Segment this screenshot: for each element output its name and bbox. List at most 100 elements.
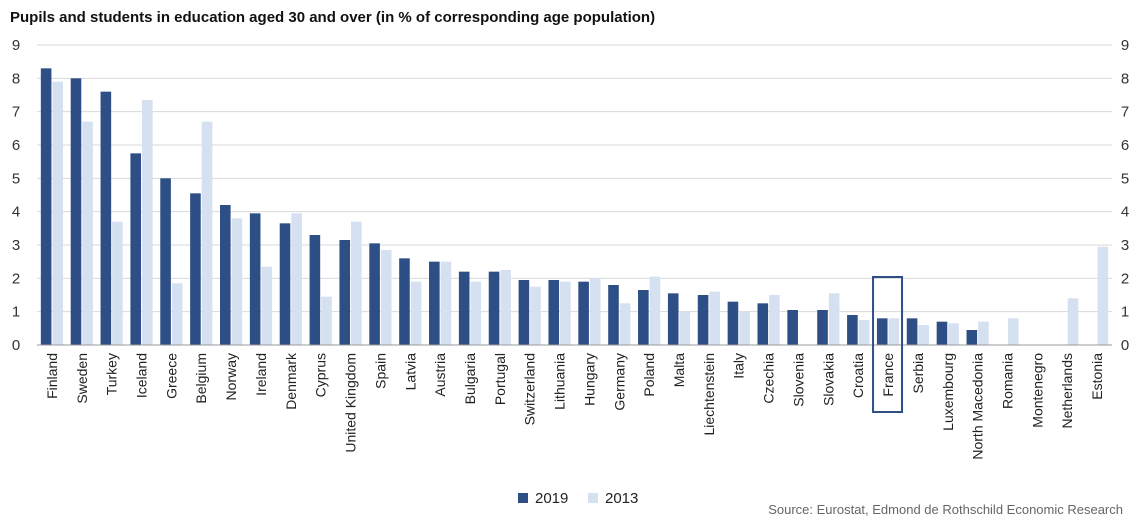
bar-2019-spain (369, 243, 380, 345)
bar-2019-denmark (279, 223, 291, 345)
bar-2019-liechtenstein (697, 295, 709, 345)
y-tick-label-right: 8 (1121, 70, 1129, 87)
x-tick-label: Cyprus (313, 353, 329, 397)
bar-2013-croatia (858, 320, 870, 345)
x-tick-label: Hungary (581, 353, 597, 406)
x-tick-label: Switzerland (522, 353, 538, 425)
y-tick-label-right: 5 (1121, 170, 1129, 187)
bar-2019-switzerland (518, 280, 530, 345)
bar-2013-north-macedonia (978, 321, 989, 345)
y-tick-label-right: 6 (1121, 137, 1129, 154)
bar-2019-belgium (190, 193, 201, 345)
bar-2019-portugal (488, 271, 500, 345)
bar-2013-ireland (261, 266, 273, 345)
x-tick-label: Estonia (1089, 353, 1105, 400)
bar-2013-turkey (112, 221, 123, 345)
x-tick-label: Poland (641, 353, 657, 397)
bars (40, 68, 1109, 346)
bar-2013-denmark (291, 213, 302, 345)
gridlines (37, 44, 1112, 313)
legend-label-2019: 2019 (535, 490, 568, 507)
x-tick-label: Finland (44, 353, 60, 399)
x-tick-label: Luxembourg (940, 353, 956, 431)
bar-2019-united-kingdom (339, 240, 351, 345)
x-tick-label: Slovakia (820, 353, 836, 406)
x-tick-label: Italy (731, 353, 747, 379)
y-tick-label-right: 4 (1121, 204, 1129, 221)
bar-2013-luxembourg (948, 323, 959, 345)
bar-2013-switzerland (530, 286, 541, 345)
x-tick-label: Liechtenstein (701, 353, 717, 436)
bar-2019-slovenia (787, 310, 798, 345)
y-tick-label-left: 3 (12, 237, 20, 254)
bar-2013-malta (679, 311, 691, 345)
y-tick-label-left: 6 (12, 137, 20, 154)
bar-2019-north-macedonia (966, 330, 978, 345)
bar-2019-finland (40, 68, 52, 345)
bar-2019-greece (160, 178, 171, 345)
x-tick-label: Slovenia (790, 353, 806, 407)
bar-2019-austria (429, 261, 440, 345)
x-tick-label: Netherlands (1059, 353, 1075, 429)
x-tick-label: Norway (223, 353, 239, 400)
bar-2019-bulgaria (458, 271, 470, 345)
y-tick-label-left: 0 (12, 337, 20, 354)
x-tick-label: France (880, 353, 896, 397)
x-tick-label: Spain (372, 353, 388, 389)
bar-2013-cyprus (321, 296, 332, 345)
bar-2013-austria (440, 261, 452, 345)
x-tick-label: Malta (671, 353, 687, 387)
x-tick-label: Serbia (910, 353, 926, 394)
legend: 2019 2013 (518, 490, 638, 507)
legend-swatch-2013 (588, 493, 598, 503)
bar-2019-italy (727, 301, 739, 345)
bar-2013-spain (380, 250, 392, 345)
source-note: Source: Eurostat, Edmond de Rothschild E… (768, 502, 1123, 517)
bar-2013-lithuania (560, 281, 571, 345)
y-tick-label-left: 7 (12, 104, 20, 121)
bar-2013-finland (52, 81, 64, 346)
bar-2019-malta (667, 293, 679, 345)
legend-label-2013: 2013 (605, 490, 638, 507)
x-tick-label: Czechia (761, 353, 777, 404)
bar-2013-bulgaria (470, 281, 482, 345)
axes: 0 0 1 1 2 2 3 3 4 4 5 5 6 6 7 7 8 8 9 9 (12, 37, 1129, 354)
bar-2013-germany (619, 303, 631, 345)
x-tick-label: Turkey (104, 353, 120, 395)
bar-2019-hungary (578, 281, 589, 345)
bar-2019-croatia (847, 315, 858, 345)
x-tick-label: Belgium (193, 353, 209, 404)
y-tick-label-left: 4 (12, 204, 20, 221)
category-labels: Finland Sweden Turkey Iceland Greece Belgium N… (44, 352, 1105, 460)
bar-2013-hungary (589, 278, 601, 345)
y-tick-label-left: 2 (12, 270, 20, 287)
bar-2019-ireland (249, 213, 261, 345)
y-tick-label-right: 3 (1121, 237, 1129, 254)
bar-2019-cyprus (309, 235, 321, 345)
bar-2013-slovakia (828, 293, 840, 345)
y-tick-label-right: 9 (1121, 37, 1129, 54)
bar-2019-iceland (130, 153, 142, 345)
x-tick-label: Portugal (492, 353, 508, 405)
x-tick-label: Iceland (134, 353, 150, 398)
bar-2019-lithuania (548, 280, 560, 345)
x-tick-label: United Kingdom (343, 353, 359, 453)
y-tick-label-right: 7 (1121, 104, 1129, 121)
x-tick-label: Austria (432, 353, 448, 397)
x-tick-label: Lithuania (552, 353, 568, 410)
bar-2013-portugal (500, 270, 511, 345)
bar-2019-sweden (70, 78, 82, 345)
highlight (872, 276, 904, 413)
bar-2019-turkey (100, 91, 112, 346)
bar-2013-romania (1007, 318, 1019, 345)
x-tick-label: Ireland (253, 353, 269, 396)
bar-2019-czechia (757, 303, 769, 345)
legend-swatch-2019 (518, 493, 528, 503)
bar-2013-poland (649, 276, 661, 345)
y-tick-label-right: 1 (1121, 304, 1129, 321)
y-tick-label-right: 0 (1121, 337, 1129, 354)
bar-2019-serbia (906, 318, 918, 345)
x-tick-label: Romania (999, 353, 1015, 409)
bar-2019-luxembourg (936, 321, 948, 345)
